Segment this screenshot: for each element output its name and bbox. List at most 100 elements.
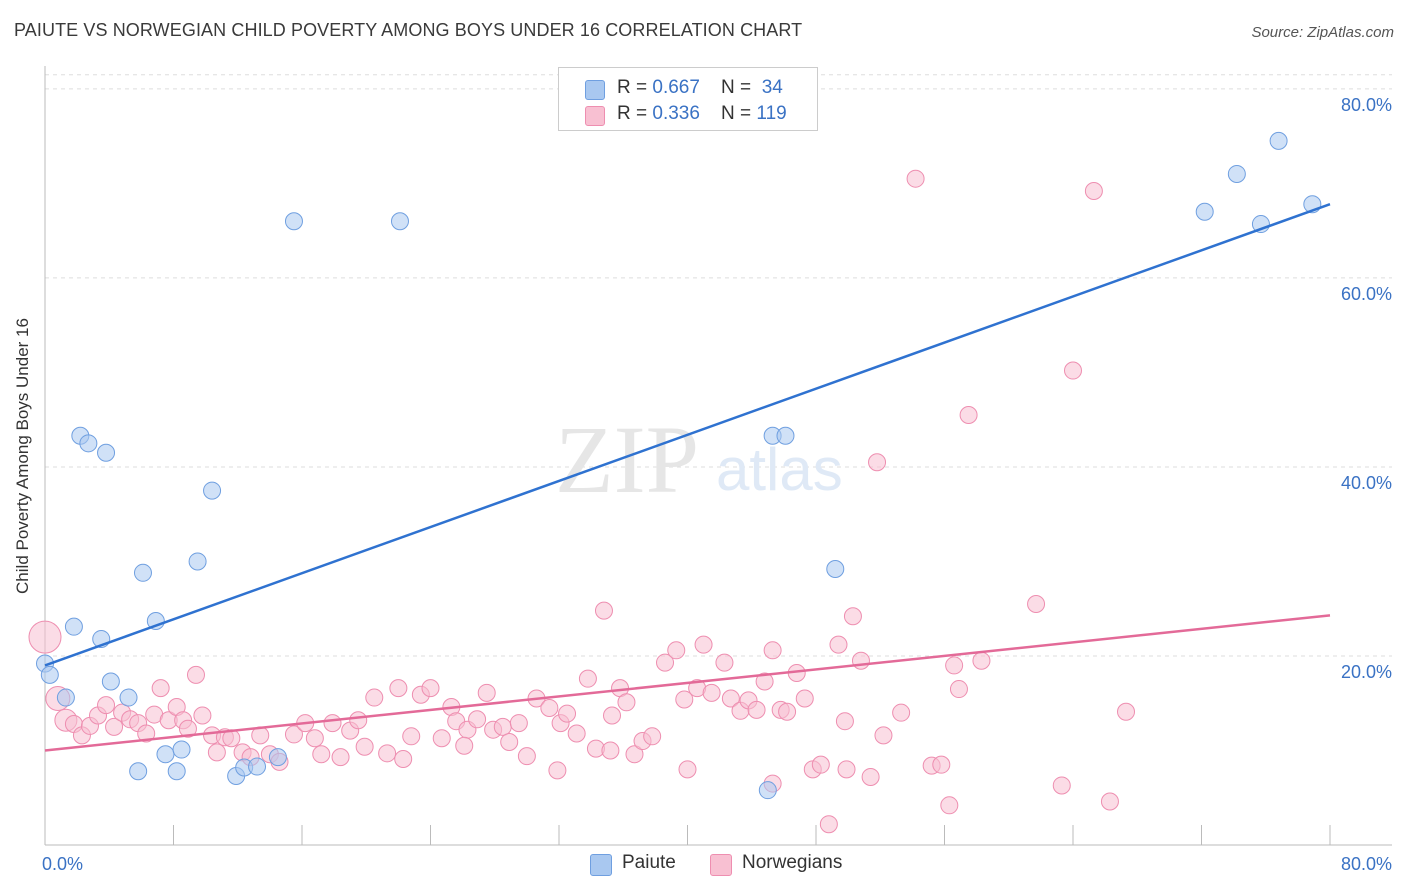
norwegian-point <box>625 745 644 764</box>
legend-r-label: R = <box>617 103 653 124</box>
norwegian-point <box>1084 181 1103 200</box>
norwegian-point <box>656 653 675 672</box>
norwegian-point <box>643 727 662 746</box>
paiute-point <box>284 212 303 231</box>
norwegian-point <box>432 729 451 748</box>
tick-labels: 20.0% 40.0% 60.0% 80.0% 0.0% 80.0% <box>42 95 1392 874</box>
paiute-point <box>64 617 83 636</box>
norwegian-point <box>868 453 887 472</box>
norwegian-point <box>517 747 536 766</box>
norwegian-point <box>949 680 968 699</box>
y-tick-label: 20.0% <box>1341 662 1392 682</box>
y-tick-label: 60.0% <box>1341 284 1392 304</box>
norwegian-point <box>468 710 487 729</box>
norwegian-point <box>477 683 496 702</box>
norwegian-point <box>548 761 567 780</box>
norwegian-point <box>402 727 421 746</box>
paiute-point <box>119 688 138 707</box>
norwegian-point <box>355 737 374 756</box>
norwegian-point <box>178 719 197 738</box>
norwegian-point <box>567 724 586 743</box>
legend-text-paiute: R = 0.667 N = 34 <box>617 77 783 99</box>
legend-r-value: 0.667 <box>652 77 700 98</box>
paiute-point <box>172 740 191 759</box>
norwegian-point <box>959 405 978 424</box>
legend-n-label: N = <box>721 77 757 98</box>
norwegian-trend-line <box>44 614 1331 752</box>
legend-swatch-paiute <box>585 80 605 100</box>
paiute-point <box>101 672 120 691</box>
norwegian-point <box>721 689 740 708</box>
paiute-point <box>248 757 267 776</box>
norwegian-point <box>694 635 713 654</box>
norwegian-point <box>305 729 324 748</box>
norwegian-point <box>795 689 814 708</box>
source-credit: Source: ZipAtlas.com <box>1251 24 1394 41</box>
chart-title: PAIUTE VS NORWEGIAN CHILD POVERTY AMONG … <box>14 20 803 40</box>
watermark-atlas: atlas <box>716 436 843 503</box>
paiute-point <box>129 762 148 781</box>
norwegian-point <box>678 760 697 779</box>
paiute-point <box>826 560 845 579</box>
norwegian-point <box>675 690 694 709</box>
norwegian-point <box>819 815 838 834</box>
norwegian-point <box>137 724 156 743</box>
paiute-point <box>390 212 409 231</box>
legend-n-value: 34 <box>761 77 783 98</box>
norwegian-point <box>874 726 893 745</box>
axis-layer <box>44 66 1392 846</box>
y-tick-label: 80.0% <box>1341 95 1392 115</box>
paiute-point <box>268 748 287 767</box>
paiute-trend-line <box>44 203 1331 667</box>
norwegian-point <box>1052 776 1071 795</box>
norwegian-point <box>500 732 519 751</box>
norwegian-point <box>421 679 440 698</box>
norwegian-point <box>558 704 577 723</box>
norwegian-point <box>394 749 413 768</box>
series-label-norwegians: Norwegians <box>742 852 843 873</box>
norwegian-point <box>702 683 721 702</box>
norwegian-point <box>940 796 959 815</box>
stats-legend: R = 0.667 N = 34 R = 0.336 N = 119 <box>558 67 818 131</box>
series-swatch-paiute <box>590 854 612 876</box>
points-layer <box>28 70 1322 834</box>
norwegian-point <box>945 656 964 675</box>
norwegian-point <box>151 679 170 698</box>
legend-swatch-norwegians <box>585 106 605 126</box>
norwegian-point <box>715 653 734 672</box>
norwegian-point <box>365 688 384 707</box>
norwegian-point <box>312 745 331 764</box>
legend-n-label: N = <box>721 103 757 124</box>
norwegian-point <box>906 169 925 188</box>
norwegian-point <box>323 714 342 733</box>
norwegian-point <box>28 620 62 654</box>
norwegian-point <box>193 706 212 725</box>
norwegian-point <box>284 725 303 744</box>
y-tick-label: 40.0% <box>1341 473 1392 493</box>
norwegian-point <box>578 669 597 688</box>
trend-layer <box>44 203 1331 752</box>
norwegian-point <box>837 760 856 779</box>
norwegian-point <box>892 703 911 722</box>
watermark: ZIP atlas <box>555 406 843 513</box>
legend-r-label: R = <box>617 77 653 98</box>
norwegian-point <box>105 717 124 736</box>
paiute-point <box>1195 202 1214 221</box>
norwegian-point <box>186 665 205 684</box>
norwegian-point <box>97 696 116 715</box>
legend-n-value: 119 <box>756 103 787 124</box>
norwegian-point <box>843 607 862 626</box>
paiute-point <box>156 745 175 764</box>
legend-text-norwegians: R = 0.336 N = 119 <box>617 103 787 125</box>
norwegian-point <box>755 672 774 691</box>
paiute-point <box>167 762 186 781</box>
grid-layer <box>45 74 1392 657</box>
norwegian-point <box>972 651 991 670</box>
y-axis-label: Child Poverty Among Boys Under 16 <box>13 318 32 594</box>
paiute-point <box>133 563 152 582</box>
norwegian-point <box>331 748 350 767</box>
paiute-point <box>776 426 795 445</box>
norwegian-point <box>349 711 368 730</box>
norwegian-point <box>851 651 870 670</box>
